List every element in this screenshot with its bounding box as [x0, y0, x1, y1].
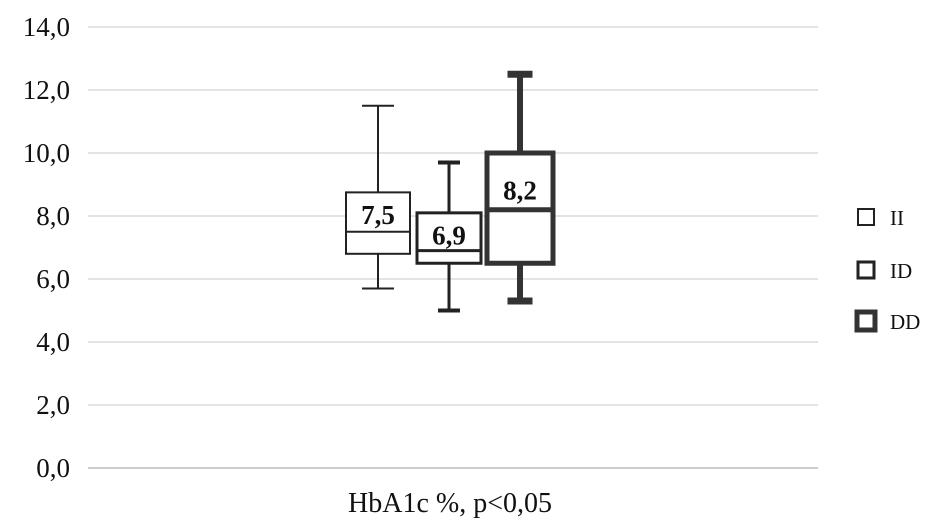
y-tick-label: 8,0 [36, 201, 70, 231]
median-label-dd: 8,2 [503, 176, 537, 206]
legend-swatch [856, 260, 876, 280]
box-ii [345, 104, 411, 290]
legend-label: DD [890, 310, 920, 334]
legend-swatch [857, 208, 875, 226]
boxes [345, 70, 556, 313]
legend-item-dd: DD [854, 309, 920, 334]
y-tick-label: 4,0 [36, 327, 70, 357]
legend-label: II [890, 206, 904, 230]
y-tick-label: 14,0 [23, 12, 70, 42]
median-labels: 7,5 6,9 8,2 [361, 176, 537, 251]
x-axis-label: HbA1c %, p<0,05 [348, 488, 552, 519]
median-label-id: 6,9 [432, 221, 466, 251]
y-tick-label: 12,0 [23, 75, 70, 105]
box-iqr [345, 191, 411, 255]
legend-label: ID [890, 259, 912, 283]
box-iqr [415, 211, 483, 265]
y-tick-label: 10,0 [23, 138, 70, 168]
legend-item-id: ID [856, 259, 912, 283]
y-tick-label: 2,0 [36, 390, 70, 420]
legend-swatch [854, 309, 878, 333]
y-axis-ticks: 0,0 2,0 4,0 6,0 8,0 10,0 12,0 14,0 [23, 12, 70, 483]
y-tick-label: 6,0 [36, 264, 70, 294]
legend-item-ii: II [857, 206, 904, 230]
median-label-ii: 7,5 [361, 200, 395, 230]
legend: II ID DD [854, 206, 920, 334]
box-id [415, 160, 483, 313]
box-dd [484, 70, 556, 305]
y-tick-label: 0,0 [36, 453, 70, 483]
